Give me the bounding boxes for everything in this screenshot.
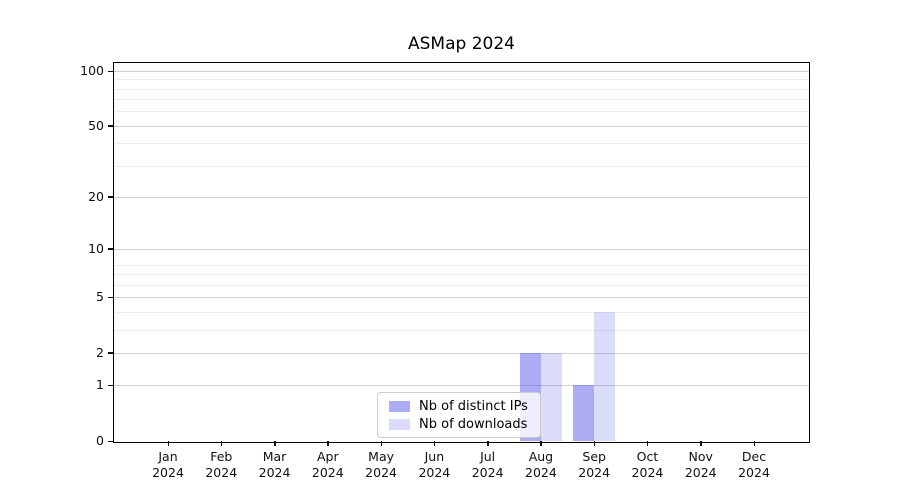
gridline-minor	[114, 165, 809, 167]
y-tick-label: 1	[96, 377, 104, 393]
x-tick-label: Jul 2024	[471, 449, 504, 480]
x-tick-label: Nov 2024	[684, 449, 717, 480]
y-tick-mark	[107, 384, 113, 387]
legend: Nb of distinct IPs Nb of downloads	[377, 392, 541, 438]
legend-label-downloads: Nb of downloads	[419, 416, 528, 432]
chart-title: ASMap 2024	[408, 34, 515, 54]
y-tick-label: 20	[88, 188, 104, 204]
x-tick-mark	[593, 441, 596, 446]
y-tick-label: 5	[96, 289, 104, 305]
y-tick-mark	[107, 70, 113, 72]
x-tick-label: Jan 2024	[152, 449, 184, 480]
gridline-major	[114, 125, 809, 127]
gridline-minor	[114, 274, 809, 276]
x-tick-mark	[274, 441, 276, 446]
gridline-minor	[114, 311, 809, 313]
x-tick-mark	[700, 441, 702, 446]
x-tick-mark	[327, 441, 329, 446]
x-tick-label: Oct 2024	[631, 449, 664, 480]
gridline-minor	[114, 111, 809, 113]
x-tick-mark	[540, 441, 542, 446]
x-tick-mark	[646, 441, 649, 446]
x-tick-mark	[167, 441, 169, 446]
x-tick-label: Mar 2024	[258, 449, 291, 480]
y-tick-label: 2	[96, 344, 104, 360]
gridline-major	[114, 196, 809, 198]
gridline-minor	[114, 88, 809, 90]
y-tick-label: 10	[88, 240, 104, 256]
gridline-minor	[114, 284, 809, 286]
gridline-minor	[114, 329, 809, 331]
y-tick-label: 0	[96, 433, 104, 448]
x-tick-label: Sep 2024	[578, 449, 611, 480]
x-tick-mark	[487, 441, 489, 446]
gridline-major	[114, 248, 809, 250]
x-tick-label: Jun 2024	[418, 449, 451, 480]
gridline-major	[114, 297, 809, 299]
legend-item-downloads: Nb of downloads	[389, 417, 540, 432]
x-tick-mark	[380, 441, 383, 446]
legend-swatch-distinct-ips-icon	[389, 400, 410, 412]
gridline-minor	[114, 99, 809, 101]
y-tick-mark	[107, 440, 113, 442]
x-tick-mark	[753, 441, 755, 446]
y-tick-label: 50	[88, 117, 104, 133]
y-tick-label: 100	[80, 63, 104, 78]
x-tick-label: Feb 2024	[205, 449, 238, 480]
y-tick-mark	[107, 352, 113, 354]
bar-downloads	[594, 311, 616, 441]
bar-distinct-ips	[573, 385, 595, 441]
bar-downloads	[540, 352, 562, 441]
x-tick-label: Aug 2024	[525, 449, 557, 480]
y-tick-mark	[107, 196, 113, 198]
y-tick-mark	[107, 125, 113, 127]
gridline-minor	[114, 264, 809, 266]
legend-swatch-downloads-icon	[389, 418, 410, 430]
y-tick-mark	[107, 296, 113, 299]
gridline-major	[114, 385, 809, 387]
gridline-minor	[114, 79, 809, 81]
y-tick-mark	[107, 248, 113, 250]
x-tick-label: Dec 2024	[738, 449, 770, 480]
gridline-minor	[114, 143, 809, 145]
x-tick-mark	[220, 441, 223, 446]
legend-item-distinct-ips: Nb of distinct IPs	[389, 399, 540, 414]
gridline-major	[114, 71, 809, 72]
x-tick-mark	[433, 441, 436, 446]
plot-area: 0 1 2 5 10 20 50 100 Jan 2024 Feb 2024 Mar 2024 Apr…	[80, 62, 810, 480]
x-tick-label: May 2024	[365, 449, 397, 480]
gridline-major	[114, 352, 809, 354]
legend-label-distinct-ips: Nb of distinct IPs	[419, 398, 528, 414]
x-tick-label: Apr 2024	[311, 449, 344, 480]
